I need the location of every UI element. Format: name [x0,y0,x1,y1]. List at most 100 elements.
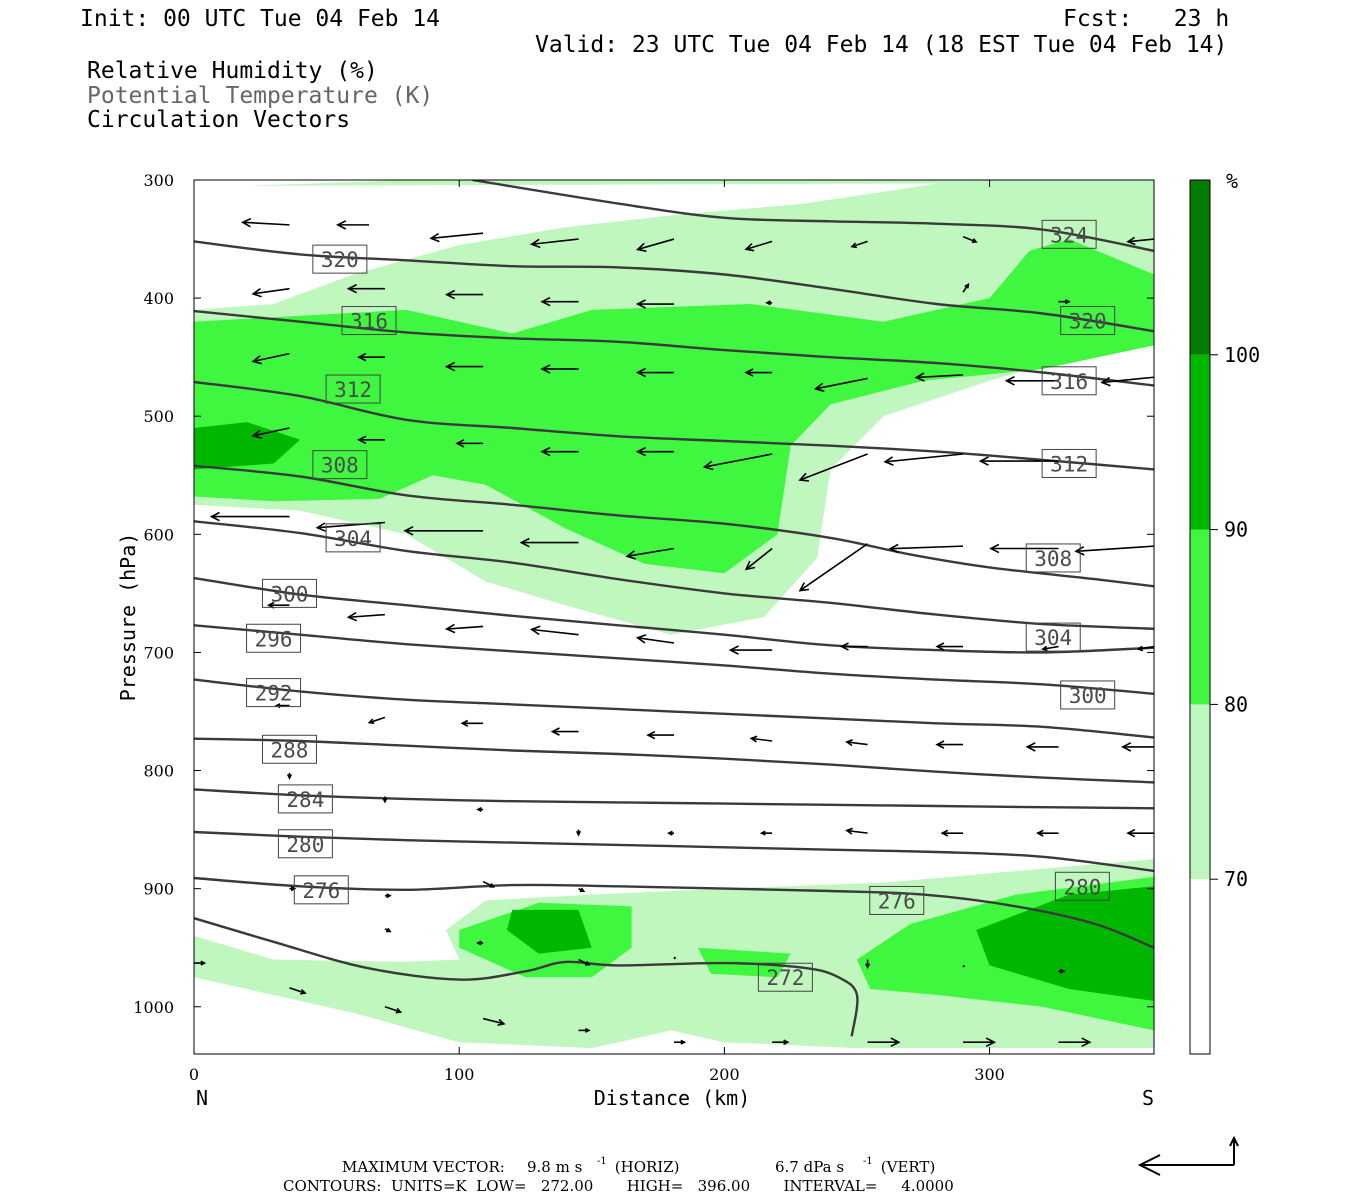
y-tick-label: 700 [143,643,174,662]
wind-vector [845,827,868,835]
x-end-label-south: S [1142,1086,1154,1110]
wind-vector [744,547,773,571]
wind-vector [635,634,675,644]
theta-label-312: 312 [1041,448,1097,478]
wind-vector-head [759,830,766,836]
wind-vector-head [749,735,758,743]
theta-label-280: 280 [1054,871,1110,901]
wind-vector [346,283,385,294]
theta-label-box [325,374,381,404]
wind-vector-head [883,456,894,466]
axes: 300 400 500 600 700 800 900 1000 0 100 200 300 [133,171,1154,1084]
theta-label-box [757,962,813,992]
theta-contour-276 [194,876,1154,949]
wind-vector-head [395,1007,403,1014]
wind-vector-shaft [369,716,386,724]
wind-vector [978,456,1059,466]
wind-vector [625,547,675,560]
wind-vector [367,716,386,725]
wind-vector-shaft [446,625,484,630]
wind-vector-head [336,220,347,230]
wind-vector-head [200,960,207,966]
theta-label-276: 276 [869,885,925,915]
theta-contour-288 [194,737,1154,784]
wind-vector-shaft [704,453,773,468]
wind-vector-head [455,439,465,448]
theta-label-box [341,306,397,336]
footer-horiz-exp: -1 [597,1156,607,1167]
theta-label-text: 308 [1034,547,1072,571]
theta-label-280: 280 [277,829,333,859]
wind-vector-head [209,511,220,522]
wind-vector-head [890,1037,901,1048]
theta-contour-296 [194,624,1154,695]
wind-vector [1126,236,1154,246]
wind-vector-head [971,238,978,244]
wind-vector-shaft [846,829,868,834]
wind-vector-head [744,368,754,377]
wind-vector-head [540,446,551,457]
theta-label-text: 296 [255,627,293,651]
wind-vector-head [798,472,809,482]
theta-label-text: 312 [334,378,372,402]
theta-label-text: 316 [1050,370,1088,394]
wind-vector-head [635,242,647,252]
theta-label-box [325,523,381,553]
footer-vert-exp: -1 [863,1156,873,1167]
wind-vector-head [540,364,551,374]
wind-vector-shaft [242,221,290,226]
theta-label-box [312,450,368,480]
theta-contour-300 [194,576,1154,654]
wind-vector-head [850,242,858,249]
wind-vector-head [635,367,646,378]
wind-vector-shaft [745,547,773,570]
wind-vector [673,956,677,960]
theta-label-text: 280 [286,833,324,857]
y-tick-label: 600 [143,525,174,544]
wind-vector [1035,829,1059,837]
wind-vector-shaft [252,427,290,437]
wind-vector-head [1126,828,1136,838]
theta-label-text: 312 [1050,452,1088,476]
theta-label-text: 304 [334,527,372,551]
wind-vector [444,361,484,372]
wind-vector [1121,742,1154,752]
wind-vector [744,368,773,377]
wind-vector-head [346,611,358,622]
y-tick-label: 900 [143,880,174,899]
wind-vector-head [579,887,586,893]
wind-vector [935,740,964,749]
wind-vector [744,240,773,252]
wind-vector [1058,1037,1092,1048]
wind-vector-shaft [962,235,977,243]
theta-label-292: 292 [246,678,302,708]
wind-vector [384,927,392,933]
wind-vector [963,1037,997,1048]
wind-vector-shaft [627,547,675,558]
wind-vector [867,1037,901,1048]
wind-vector [336,220,370,230]
colorbar-tick-label: 70 [1224,867,1248,891]
theta-label-box [1041,219,1097,249]
wind-vector-shaft [851,240,868,248]
wind-vector-shaft [637,636,675,644]
wind-vector [839,642,868,651]
wind-vector [635,238,675,252]
theta-label-text: 280 [1063,875,1101,899]
wind-vector-shaft [846,741,868,746]
x-tick-label: 0 [189,1065,199,1084]
wind-vector [357,435,385,445]
theta-contour-284 [194,788,1154,810]
wind-vector-head [476,806,482,813]
wind-vector-head [585,1027,591,1033]
wind-vector-head [386,927,392,933]
wind-vector-head [702,460,714,471]
wind-vector-shaft [1101,376,1154,384]
wind-vector-shaft [890,545,964,550]
wind-vector-head [382,797,388,804]
wind-vector [1058,968,1066,974]
wind-vector [883,453,964,466]
wind-vector-head [300,988,307,995]
wind-vector [578,1027,591,1033]
